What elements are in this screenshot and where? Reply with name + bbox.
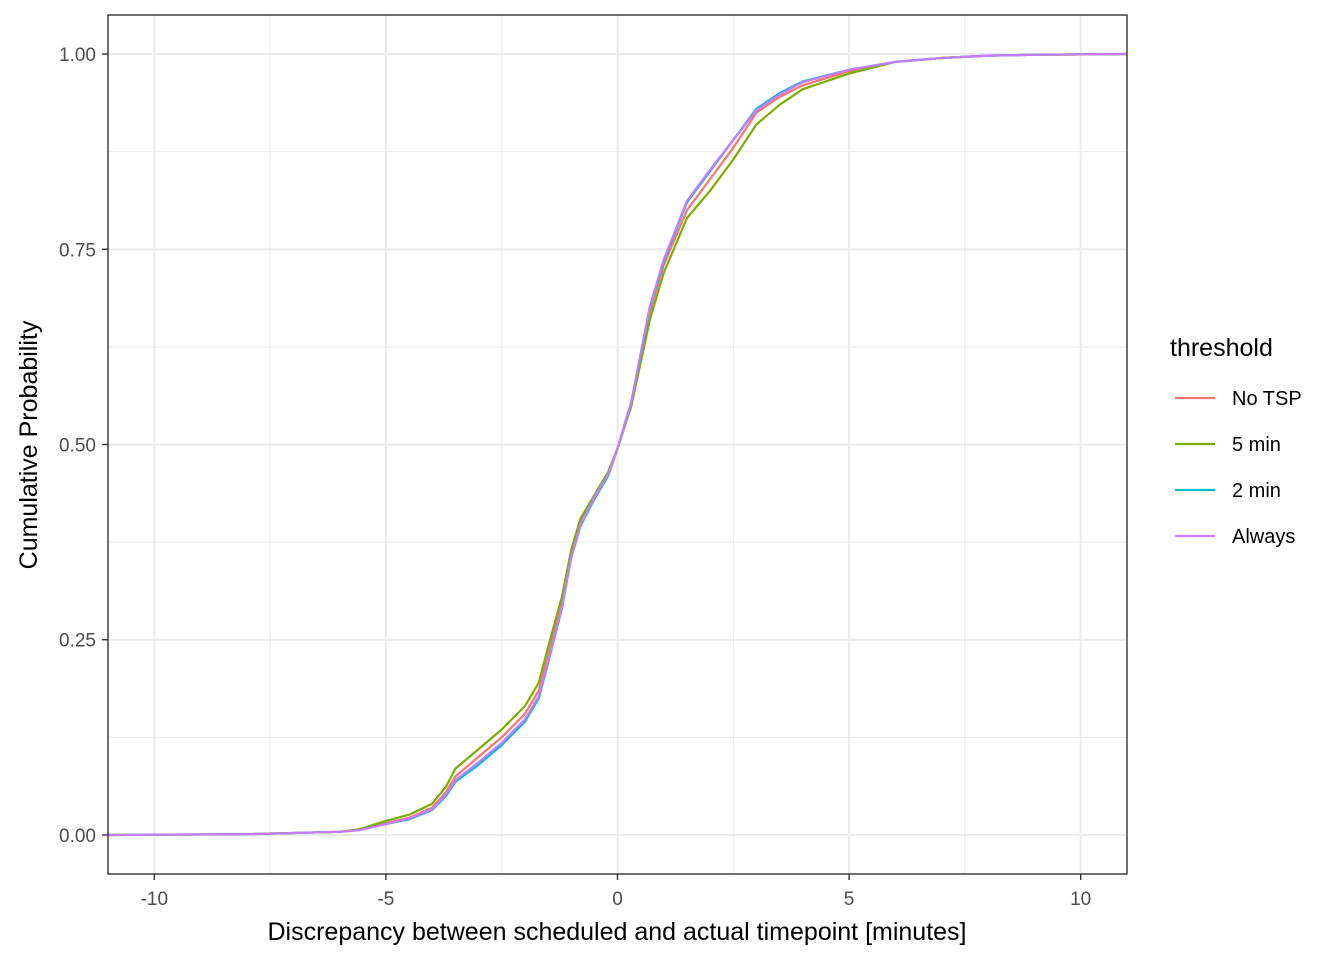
y-tick-label: 0.50 <box>59 436 96 457</box>
legend-label: Always <box>1232 526 1295 548</box>
legend-items: No TSP 5 min 2 min Always <box>1175 388 1302 548</box>
x-tick-label: -5 <box>377 889 394 910</box>
x-axis-label: Discrepancy between scheduled and actual… <box>267 918 966 946</box>
series-lines <box>107 52 1128 837</box>
x-tick-label: 0 <box>612 889 623 910</box>
y-axis: 0.00 0.25 0.50 0.75 1.00 <box>59 45 108 847</box>
legend-label: 2 min <box>1232 480 1281 502</box>
legend-label: 5 min <box>1232 434 1281 456</box>
legend: threshold No TSP 5 min 2 min Always <box>1170 334 1302 548</box>
y-tick-label: 0.00 <box>59 826 96 847</box>
y-tick-label: 0.25 <box>59 631 96 652</box>
legend-title: threshold <box>1170 334 1273 362</box>
major-gridlines <box>108 15 1127 874</box>
series-line <box>107 52 1128 837</box>
y-tick-label: 0.75 <box>59 240 96 261</box>
x-tick-label: -10 <box>141 889 168 910</box>
y-axis-label: Cumulative Probability <box>15 320 43 569</box>
y-tick-label: 1.00 <box>59 45 96 66</box>
series-line <box>107 52 1128 837</box>
x-tick-label: 10 <box>1070 889 1091 910</box>
legend-label: No TSP <box>1232 388 1302 410</box>
x-tick-label: 5 <box>844 889 855 910</box>
x-axis: -10 -5 0 5 10 <box>141 874 1091 910</box>
